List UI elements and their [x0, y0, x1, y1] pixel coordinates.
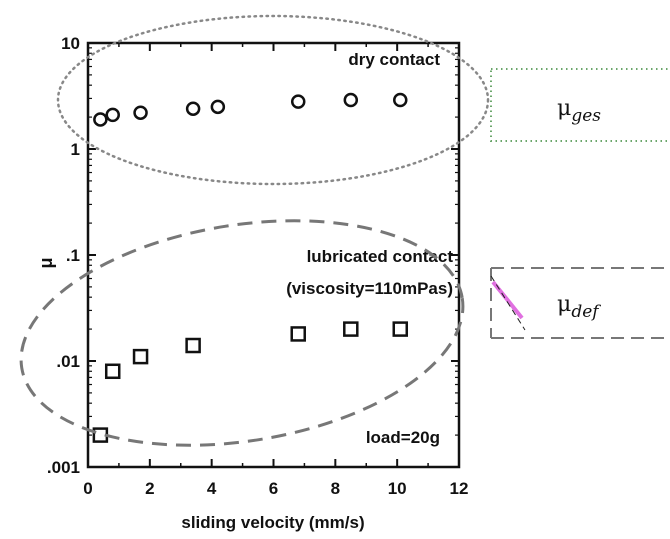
viscosity-annotation: (viscosity=110mPas) — [286, 279, 453, 298]
x-axis-label: sliding velocity (mm/s) — [181, 513, 364, 532]
mu-ges-symbol: μ — [557, 96, 571, 121]
mu-ges-subscript: ges — [571, 106, 601, 126]
dry-contact-point — [343, 92, 359, 108]
y-axis-label: μ — [36, 257, 56, 268]
lubricated-contact-point — [343, 321, 359, 337]
lubricated-contact-point — [392, 321, 409, 337]
dry-contact-annotation: dry contact — [348, 50, 440, 69]
lubricated-contact-point — [132, 348, 149, 365]
y-tick-label: 10 — [61, 34, 80, 53]
dry-contact-point — [290, 94, 306, 109]
x-tick-label: 12 — [450, 479, 469, 498]
x-tick-label: 0 — [83, 479, 92, 498]
dry-contact-point — [93, 112, 108, 127]
mu-def-symbol: μ — [557, 292, 571, 317]
mu-ges-box — [490, 68, 670, 142]
x-tick-label: 10 — [388, 479, 407, 498]
load-annotation: load=20g — [366, 428, 440, 447]
x-tick-label: 4 — [207, 479, 217, 498]
dry-contact-highlight-ellipse — [56, 14, 490, 186]
lubricated-contact-annotation: lubricated contact — [307, 247, 454, 266]
lubricated-contact-highlight-ellipse — [19, 219, 465, 447]
lubricated-contact-point — [104, 363, 121, 380]
lubricated-contact-point — [185, 337, 201, 354]
data-markers — [92, 92, 409, 443]
dry-contact-point — [105, 107, 120, 123]
mu-def-accent-pink — [491, 280, 524, 320]
x-tick-label: 2 — [145, 479, 154, 498]
y-tick-label: 1 — [71, 140, 80, 159]
x-tick-label: 6 — [269, 479, 278, 498]
x-axis-ticks: 0 2 4 6 8 10 12 — [83, 43, 468, 498]
dry-contact-point — [133, 105, 148, 120]
mu-def-label: μdef — [557, 292, 601, 322]
dry-contact-point — [393, 92, 408, 108]
lubricated-contact-point — [290, 326, 306, 342]
dry-contact-point — [210, 99, 226, 115]
mu-def-box — [490, 267, 670, 339]
mu-def-accent-line — [490, 275, 526, 331]
dry-contact-point — [185, 101, 201, 116]
y-tick-label: .1 — [66, 246, 80, 265]
y-tick-label: .001 — [47, 458, 80, 477]
y-tick-label: .01 — [56, 352, 80, 371]
y-axis-ticks: .001 .01 .1 1 10 — [47, 34, 459, 477]
mu-ges-label: μges — [557, 96, 601, 126]
mu-def-subscript: def — [571, 302, 601, 322]
x-tick-label: 8 — [331, 479, 340, 498]
